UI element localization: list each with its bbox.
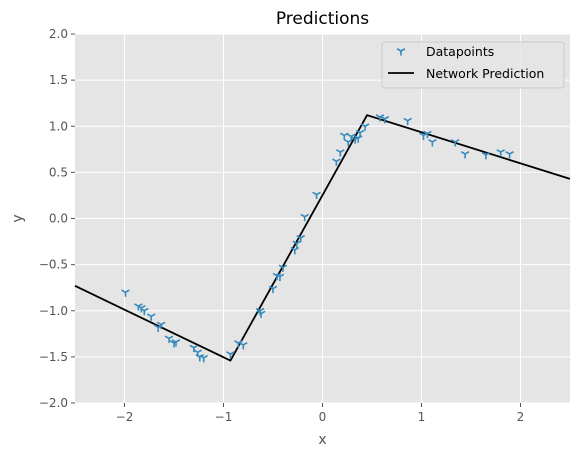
- legend: Datapoints Network Prediction: [381, 41, 565, 89]
- datapoint: [360, 123, 370, 131]
- datapoint: [290, 246, 300, 255]
- datapoint: [481, 151, 491, 160]
- x-tick-label: 0: [319, 410, 327, 424]
- y-tick-label: 2.0: [49, 27, 68, 41]
- datapoint: [375, 114, 385, 122]
- datapoint: [164, 335, 174, 343]
- datapoint: [460, 150, 470, 159]
- datapoint: [332, 158, 341, 166]
- x-axis-label: x: [318, 432, 326, 448]
- datapoint: [156, 321, 166, 330]
- datapoint: [275, 273, 285, 282]
- datapoint: [339, 132, 349, 140]
- datapoint: [121, 289, 130, 297]
- datapoint: [238, 341, 248, 350]
- datapoint: [146, 313, 156, 321]
- y-tick-label: 1.5: [49, 73, 68, 87]
- datapoint: [300, 213, 309, 222]
- datapoint: [355, 129, 365, 138]
- legend-datapoints-label: Datapoints: [426, 44, 494, 59]
- legend-datapoints-marker: [396, 48, 406, 56]
- datapoint: [505, 150, 514, 159]
- x-ticks: −2 −1 0 1 2: [116, 403, 525, 424]
- y-tick-label: −0.5: [39, 258, 68, 272]
- datapoint: [296, 234, 306, 243]
- x-tick-label: −1: [215, 410, 233, 424]
- datapoint: [336, 149, 345, 157]
- legend-marker-glyph: [396, 48, 406, 56]
- datapoint: [496, 149, 506, 157]
- datapoint: [234, 340, 243, 348]
- prediction-line: [74, 114, 571, 362]
- x-tick-label: 1: [418, 410, 426, 424]
- datapoint: [189, 344, 199, 353]
- y-ticks: −2.0 −1.5 −1.0 −0.5 0.0 0.5 1.0 1.5 2.0: [39, 27, 75, 410]
- datapoint: [380, 115, 390, 124]
- datapoint: [423, 130, 432, 139]
- legend-prediction-label: Network Prediction: [426, 66, 544, 81]
- grid: [75, 33, 570, 404]
- datapoint-layer: [121, 114, 514, 363]
- datapoint: [312, 191, 321, 200]
- chart-title: Predictions: [276, 9, 369, 29]
- datapoint: [278, 264, 288, 272]
- datapoint: [450, 138, 460, 147]
- legend-box: [381, 41, 565, 89]
- datapoint: [268, 285, 278, 294]
- datapoint: [171, 339, 181, 347]
- datapoint: [226, 351, 235, 359]
- x-tick-label: 2: [517, 410, 525, 424]
- y-axis-label: y: [10, 214, 26, 222]
- datapoint: [256, 310, 266, 319]
- x-tick-label: −2: [116, 410, 134, 424]
- y-tick-label: 0.5: [49, 165, 68, 179]
- prediction-line-layer: [74, 114, 571, 362]
- y-tick-label: −1.5: [39, 350, 68, 364]
- y-tick-label: 0.0: [49, 212, 68, 226]
- y-tick-label: 1.0: [49, 119, 68, 133]
- datapoint: [139, 307, 149, 316]
- y-tick-label: −1.0: [39, 304, 68, 318]
- y-tick-label: −2.0: [39, 396, 68, 410]
- datapoint: [403, 117, 412, 126]
- datapoint: [199, 354, 209, 363]
- datapoint: [428, 138, 437, 147]
